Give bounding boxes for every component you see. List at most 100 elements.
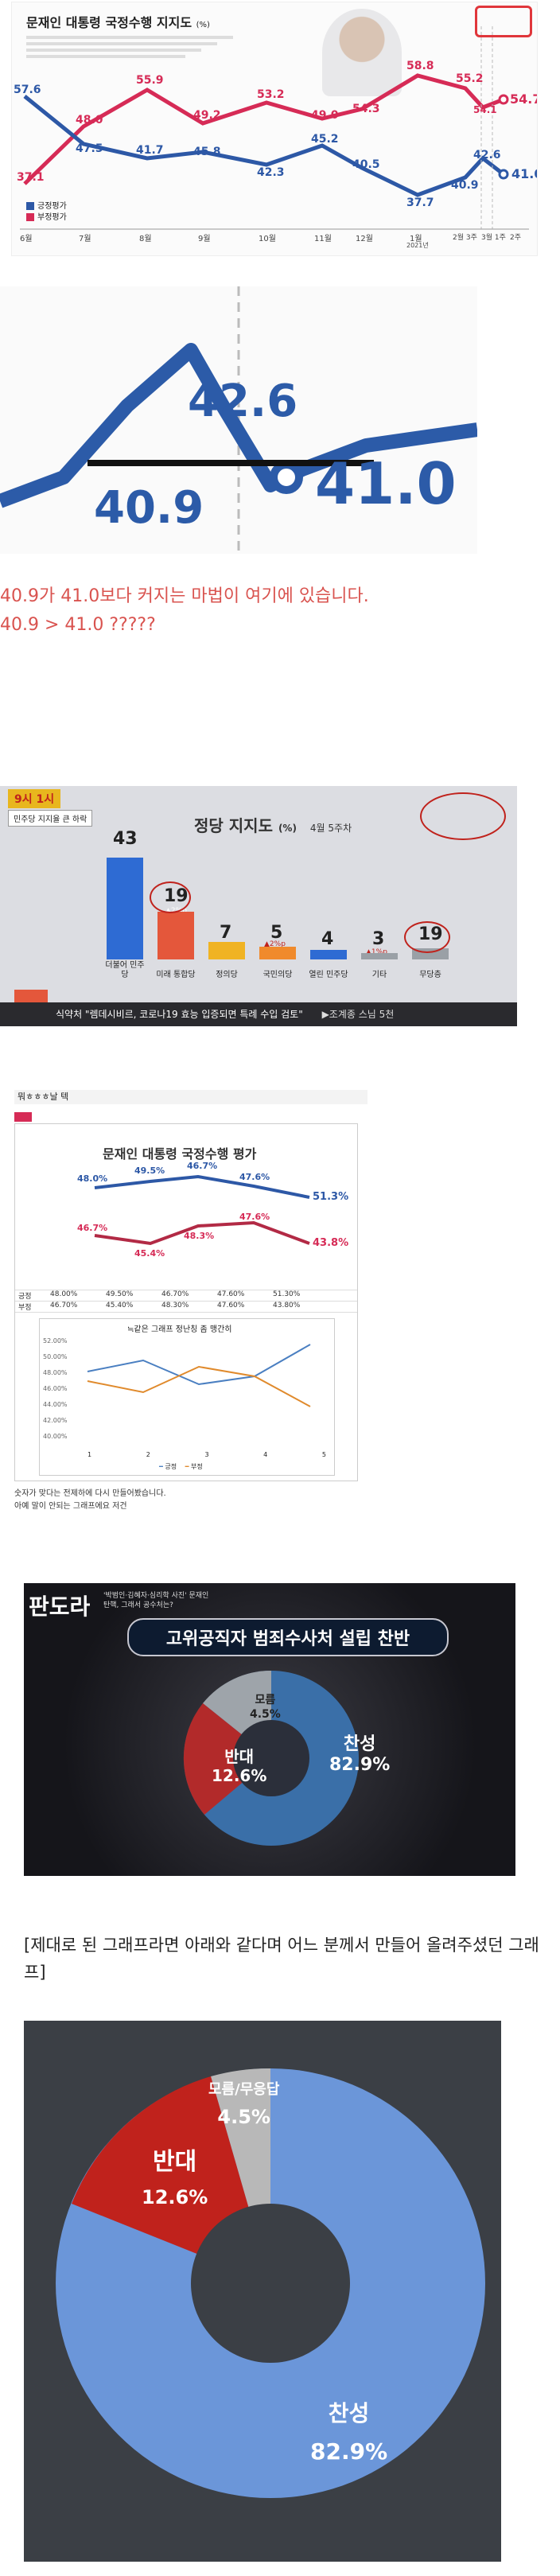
president-photo xyxy=(322,9,402,96)
donut-chart xyxy=(56,2068,485,2498)
party-bar-4 xyxy=(310,950,347,959)
pos-label-5: 45.2 xyxy=(311,133,339,146)
month-0: 6월 xyxy=(20,235,33,243)
month-9: 3월 1주 xyxy=(481,234,506,242)
excel-badge xyxy=(14,1112,32,1122)
remake-chart: 문재인 대통령 국정수행 평가 48.0% 49.5% 46.7% 47.6% … xyxy=(14,1123,358,1481)
excel-plot xyxy=(87,1344,311,1407)
negative-end-point xyxy=(498,94,509,105)
zoom-label-left: 40.9 xyxy=(94,482,204,534)
month-1: 7월 xyxy=(79,235,91,243)
neg-label-6: 54.3 xyxy=(352,103,380,115)
party-2: 7 정의당 xyxy=(205,829,248,980)
zoom-label-right: 41.0 xyxy=(315,450,457,517)
approval-line-chart xyxy=(20,26,529,230)
top-line-0: 48.0% xyxy=(77,1173,108,1184)
show-subtitle: '박범인·김혜자·심리학 사진' 문재인 탄핵, 그래서 공수처는? xyxy=(103,1592,209,1609)
party-value-0: 43 xyxy=(113,829,138,849)
neg-label-2: 55.9 xyxy=(136,74,164,87)
pos-label-6: 40.5 xyxy=(352,158,380,171)
pos-label-3: 45.8 xyxy=(193,146,221,158)
data-table: 긍정 48.00% 49.50% 46.70% 47.60% 51.30% 부정… xyxy=(15,1290,357,1313)
party-name-6: 무당층 xyxy=(419,971,441,979)
party-change-3: ▲2%p xyxy=(264,940,286,948)
month-4: 10월 xyxy=(259,235,276,243)
party-name-3: 국민의당 xyxy=(262,971,293,979)
party-0: 43 더불어 민주당 xyxy=(103,829,146,980)
excel-chart-title: ≒같은 그래프 정난칭 좀 맹간히 xyxy=(127,1325,232,1334)
party-name-0: 더불어 민주당 xyxy=(105,961,145,979)
tv-pie-chart xyxy=(183,1670,359,1846)
bottom-line-1: 45.4% xyxy=(134,1248,165,1259)
circle-annotation xyxy=(420,792,506,840)
party-6: 19 무당층 xyxy=(409,829,452,980)
bottom-line-4: 43.8% xyxy=(313,1237,349,1249)
month-5: 11월 xyxy=(314,235,332,243)
remake-lines xyxy=(94,1174,310,1246)
neg-label-3: 49.2 xyxy=(193,109,221,122)
party-name-5: 기타 xyxy=(371,971,387,979)
tv-pie-label-1: 반대 12.6% xyxy=(212,1747,267,1785)
tv-pie-label-0: 찬성 82.9% xyxy=(329,1734,391,1775)
chart-subtitle-lines xyxy=(26,33,265,64)
tv-pie: 판도라 '박범인·김혜자·심리학 사진' 문재인 탄핵, 그래서 공수처는? 고… xyxy=(24,1583,515,1876)
channel-logo: 9시 1시 xyxy=(8,789,61,808)
party-bar-0 xyxy=(107,858,143,959)
zoom-caption-1: 40.9가 41.0보다 커지는 마법이 여기에 있습니다. xyxy=(0,586,369,606)
party-5: 3 ▲1%p 기타 xyxy=(358,829,401,980)
pos-label-7: 37.7 xyxy=(406,197,434,209)
chart-title: 문재인 대통령 국정수행 지지도 (%) xyxy=(26,15,210,30)
news-ticker: 식약처 "렘데시비르, 코로나19 효능 입증되면 특례 수입 검토" ▶조계종… xyxy=(0,1002,517,1026)
x-axis-labels: 6월 7월 8월 9월 10월 11월 12월 1월 2021년 2월 3주 3… xyxy=(12,232,537,251)
month-10: 2주 xyxy=(510,234,522,242)
party-value-5: 3 xyxy=(372,929,385,949)
pos-label-1: 47.5 xyxy=(76,142,103,155)
month-8: 2월 3주 xyxy=(453,234,477,242)
positive-end-point xyxy=(498,169,509,180)
remake-title: 문재인 대통령 국정수행 평가 xyxy=(103,1146,257,1162)
zoomed-crop: 42.6 40.9 41.0 xyxy=(0,286,477,554)
party-bars: 43 더불어 민주당 19 ▲2%p 미래 통합당 7 정의당 5 ▲2%p 국… xyxy=(103,829,469,980)
pie-headline: 고위공직자 범죄수사처 설립 찬반 xyxy=(127,1618,449,1656)
party-change-5: ▲1%p xyxy=(366,948,387,956)
bottom-line-0: 46.7% xyxy=(77,1223,108,1233)
party-value-3: 5 xyxy=(270,923,283,943)
neg-label-10: 54.7 xyxy=(510,91,537,107)
party-bar-5 xyxy=(361,953,398,959)
pos-label-4: 42.3 xyxy=(257,166,285,179)
zoom-caption-2: 40.9 > 41.0 ????? xyxy=(0,615,156,635)
pos-label-8: 40.9 xyxy=(451,179,479,192)
donut-label-1: 반대 12.6% xyxy=(142,2148,208,2208)
party-value-4: 4 xyxy=(321,929,334,949)
party-4: 4 열린 민주당 xyxy=(307,829,350,980)
donut-label-0: 찬성 82.9% xyxy=(310,2400,388,2465)
party-value-2: 7 xyxy=(220,923,232,943)
party-3: 5 ▲2%p 국민의당 xyxy=(256,829,299,980)
pos-label-9: 42.6 xyxy=(473,149,501,161)
zoom-lines xyxy=(0,286,477,554)
circle-annotation-19b xyxy=(404,921,450,953)
party-tag: 민주당 지지율 큰 하락 xyxy=(8,810,93,827)
party-bar-3 xyxy=(259,947,296,959)
bottom-line-2: 48.3% xyxy=(184,1231,215,1241)
excel-toolbar: 뭐ㅎㅎㅎ날 텍 xyxy=(14,1090,368,1104)
month-2: 8월 xyxy=(139,235,152,243)
month-7: 1월 xyxy=(410,235,422,243)
pos-label-2: 41.7 xyxy=(136,144,164,157)
top-line-3: 47.6% xyxy=(239,1172,270,1182)
tv-pie-label-2: 모름 4.5% xyxy=(250,1694,281,1721)
corrected-caption: [제대로 된 그래프라면 아래와 같다며 어느 분께서 만들어 올려주셨던 그래… xyxy=(24,1936,539,1982)
party-title: 정당 지지도 (%) 4월 5주차 xyxy=(194,816,352,835)
excel-chart: ≒같은 그래프 정난칭 좀 맹간히 52.00% 50.00% 48.00% 46.0… xyxy=(39,1318,335,1476)
neg-label-0: 37.1 xyxy=(17,171,45,184)
donut-label-2: 모름/무응답 4.5% xyxy=(208,2081,280,2128)
neg-label-4: 53.2 xyxy=(257,88,285,101)
neg-label-5: 49.0 xyxy=(311,109,339,122)
month-6: 12월 xyxy=(356,235,373,243)
neg-label-9: 54.1 xyxy=(473,104,497,115)
excel-y-axis: 52.00% 50.00% 48.00% 46.00% 44.00% 42.00% 40.0… xyxy=(43,1337,68,1440)
pos-label-0: 57.6 xyxy=(14,84,41,96)
zoom-label-top: 42.6 xyxy=(188,376,298,427)
party-name-4: 열린 민주당 xyxy=(309,971,348,979)
